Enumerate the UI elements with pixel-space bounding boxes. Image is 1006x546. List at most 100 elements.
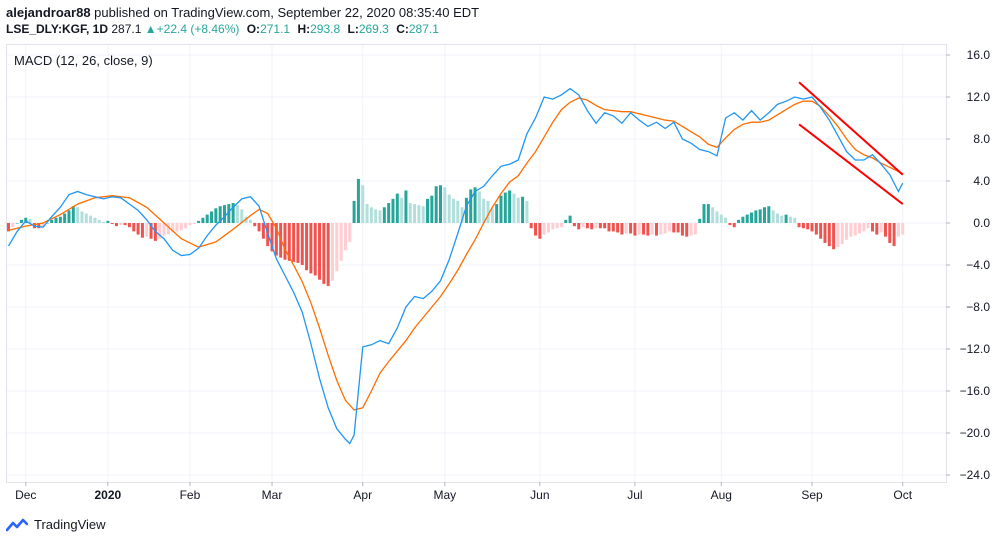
histogram-bar [594, 223, 598, 229]
histogram-bar [102, 221, 106, 223]
histogram-bar [149, 223, 153, 239]
histogram-bar [642, 223, 646, 235]
histogram-bar [663, 223, 667, 234]
histogram-bar [745, 214, 749, 223]
histogram-bar [54, 217, 58, 223]
histogram-bar [737, 219, 741, 223]
histogram-bar [758, 209, 762, 223]
histogram-bar [67, 210, 71, 223]
histogram-bar [400, 197, 404, 223]
histogram-bar [508, 190, 512, 223]
price-axis[interactable]: 16.0 12.0 8.0 4.0 0.0 −4.0 −8.0 −12.0 −16.0 −20.0… [946, 48, 990, 482]
histogram-bar [197, 220, 201, 223]
publish-info: alejandroar88 published on TradingView.c… [6, 5, 479, 20]
histogram-bar [676, 223, 680, 233]
histogram-bar [283, 223, 287, 260]
histogram-bar [443, 187, 447, 223]
footer-brand[interactable]: TradingView [6, 517, 106, 532]
vertical-gridlines [25, 45, 904, 482]
histogram-bar [71, 206, 75, 223]
y-tick-label: −16.0 [960, 384, 991, 398]
histogram-bar [201, 217, 205, 223]
trendlines[interactable] [798, 81, 904, 205]
histogram-bar [417, 205, 421, 223]
histogram-bar [689, 223, 693, 236]
histogram-bar [793, 217, 797, 223]
y-tick-label: −8.0 [966, 300, 990, 314]
histogram-bar [305, 223, 309, 271]
histogram-bar [296, 223, 300, 263]
histogram-bar [63, 213, 67, 223]
histogram-bar [235, 205, 239, 223]
histogram-bar [685, 223, 689, 237]
author-name[interactable]: alejandroar88 [6, 5, 91, 20]
histogram-bar [248, 219, 252, 223]
histogram-bar [37, 223, 41, 229]
histogram-bar [270, 223, 274, 252]
histogram-bar [750, 212, 754, 223]
published-text: published on TradingView.com, September … [94, 5, 480, 20]
histogram-bar [274, 223, 278, 256]
histogram-bar [339, 223, 343, 261]
histogram-bar [525, 200, 529, 223]
brand-name: TradingView [34, 517, 106, 532]
trendline[interactable] [798, 123, 904, 205]
histogram-bar [555, 223, 559, 229]
symbol-name: LSE_DLY:KGF, 1D [6, 22, 109, 36]
histogram-bar [819, 223, 823, 239]
histogram-bar [853, 223, 857, 236]
histogram-bar [41, 223, 45, 227]
histogram-bar [451, 198, 455, 223]
histogram-bar [797, 223, 801, 228]
histogram-bar [624, 223, 628, 234]
histogram-bar [724, 217, 728, 223]
histogram-bar [439, 185, 442, 223]
histogram-bar [231, 203, 235, 223]
histogram-bar [318, 223, 322, 280]
histogram-bar [806, 223, 810, 230]
histogram-bar [97, 219, 101, 223]
histogram-bar [89, 215, 93, 223]
histogram-bar [192, 223, 196, 225]
histogram-bar [404, 190, 408, 223]
histogram-bar [832, 223, 836, 250]
indicator-title[interactable]: MACD (12, 26, close, 9) [14, 53, 153, 68]
pane-border [6, 44, 947, 483]
histogram-bar [503, 192, 507, 223]
histogram-bar [171, 223, 175, 233]
histogram-bar [352, 200, 356, 223]
up-arrow-icon: ▲ [144, 22, 157, 36]
histogram-bar [814, 223, 818, 235]
histogram-bar [460, 207, 464, 223]
histogram-bar [421, 206, 425, 223]
histogram-bar [564, 219, 568, 223]
histogram-bar [741, 216, 745, 223]
histogram-bar [711, 207, 715, 223]
histogram-bar [646, 223, 650, 236]
histogram-bar [356, 178, 360, 223]
close-label: C: [396, 22, 409, 36]
trendline[interactable] [798, 81, 904, 176]
histogram-bar [706, 204, 710, 223]
last-price: 287.1 [111, 22, 142, 36]
histogram-bar [369, 207, 373, 223]
histogram-bar [469, 189, 473, 223]
histogram-bar [788, 216, 792, 223]
histogram-bar [862, 223, 866, 232]
histogram-bar [629, 223, 633, 234]
histogram-bar [840, 223, 844, 244]
histogram-bar [326, 223, 330, 286]
histogram-bar [780, 215, 784, 223]
histogram-bar [845, 223, 849, 240]
histogram-bar [426, 198, 430, 223]
histogram-bar [547, 223, 550, 233]
histogram-bar [849, 223, 853, 237]
histogram-bar [145, 223, 149, 237]
histogram-bar [568, 215, 572, 223]
histogram-bar [728, 223, 732, 226]
x-tick-label: Sep [801, 488, 823, 502]
time-axis[interactable]: Dec 2020 Feb Mar Apr May Jun Jul Aug Sep Oct [15, 482, 913, 502]
histogram-bar [784, 214, 788, 223]
histogram-bar [598, 223, 602, 229]
